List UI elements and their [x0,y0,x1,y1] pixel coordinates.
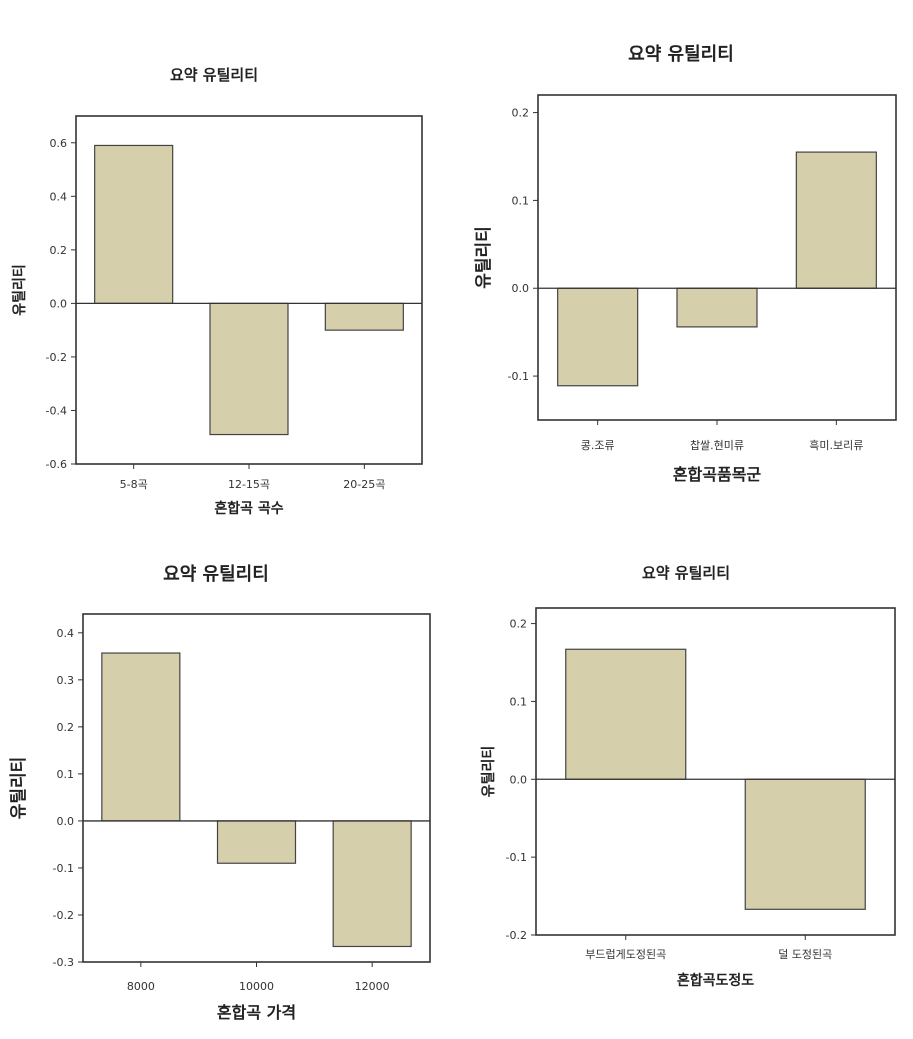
y-tick-label: 0.6 [50,137,68,150]
bar [324,302,404,331]
y-tick-label: 0.2 [57,721,75,734]
x-tick-label: 8000 [127,980,155,993]
bar [744,778,866,910]
y-axis-label: 유틸리티 [8,757,29,820]
chart-title: 요약 유틸리티 [163,563,269,585]
chart-title: 요약 유틸리티 [628,43,734,65]
y-tick-label: 0.3 [57,674,75,687]
x-tick-label: 5-8곡 [120,478,148,491]
bar [565,648,687,780]
x-tick-label: 콩.조류 [581,439,615,452]
y-tick-label: 0.4 [50,190,68,203]
y-axis-label: 유틸리티 [473,226,494,289]
y-tick-label: -0.2 [46,351,67,364]
x-tick-label: 12-15곡 [228,478,270,491]
y-tick-label: -0.4 [46,404,67,417]
x-tick-label: 찹쌀.현미류 [690,439,744,452]
chart-title: 요약 유틸리티 [642,564,730,582]
chart-title: 요약 유틸리티 [170,66,258,84]
bar [676,287,758,328]
x-axis-label: 혼합곡도정도 [677,972,754,989]
x-tick-label: 10000 [239,980,274,993]
y-tick-label: 0.0 [50,297,68,310]
y-axis-label: 유틸리티 [12,264,28,316]
y-tick-label: -0.2 [53,909,74,922]
x-tick-label: 20-25곡 [343,478,385,491]
bar [209,302,289,436]
y-tick-label: 0.1 [510,695,528,708]
x-tick-label: 덜 도정된곡 [778,948,832,961]
y-tick-label: 0.0 [57,815,75,828]
y-tick-label: -0.6 [46,458,67,471]
y-tick-label: -0.3 [53,956,74,969]
y-tick-label: 0.2 [510,618,528,631]
bar [332,820,412,948]
y-tick-label: 0.0 [512,282,530,295]
y-tick-label: -0.1 [506,851,527,864]
bar [795,151,877,289]
y-tick-label: -0.1 [53,862,74,875]
y-tick-label: -0.2 [506,929,527,942]
y-tick-label: 0.4 [57,627,75,640]
bar [557,287,639,387]
x-axis-label: 혼합곡 가격 [217,1003,296,1022]
y-tick-label: 0.2 [50,244,68,257]
x-axis-label: 혼합곡 곡수 [214,500,283,517]
y-tick-label: 0.2 [512,107,530,120]
y-axis-label: 유틸리티 [481,746,497,798]
x-tick-label: 흑미.보리류 [809,438,863,452]
x-tick-label: 12000 [355,980,390,993]
x-tick-label: 부드럽게도정된곡 [585,947,666,961]
y-tick-label: 0.1 [57,768,75,781]
y-tick-label: 0.1 [512,194,530,207]
y-tick-label: -0.1 [508,370,529,383]
y-tick-label: 0.0 [510,773,528,786]
x-axis-label: 혼합곡품목군 [673,465,762,484]
bar [216,820,297,864]
bar [101,652,181,822]
bar [94,144,174,304]
